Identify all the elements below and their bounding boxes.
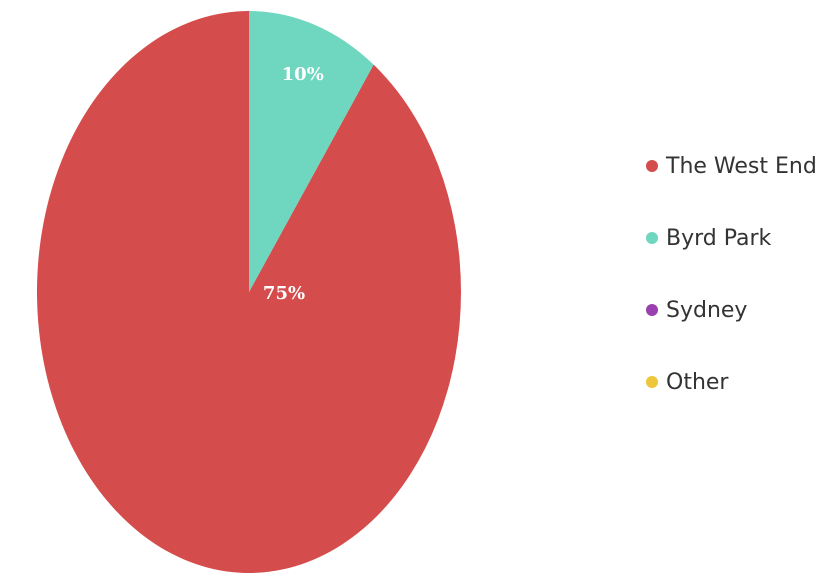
legend-swatch	[646, 160, 658, 172]
legend-label: Byrd Park	[666, 225, 772, 251]
legend-label: Sydney	[666, 297, 748, 323]
legend-swatch	[646, 304, 658, 316]
legend-label: Other	[666, 369, 729, 395]
legend-label: The West End	[666, 153, 817, 179]
legend-item-byrd-park: Byrd Park	[646, 220, 817, 256]
chart-legend: The West End Byrd Park Sydney Other	[646, 148, 817, 400]
legend-item-the-west-end: The West End	[646, 148, 817, 184]
pie-slice-byrd-park	[249, 11, 374, 292]
slice-value-label: 10%	[282, 64, 324, 85]
slice-value-label: 75%	[263, 283, 305, 304]
legend-item-sydney: Sydney	[646, 292, 817, 328]
legend-item-other: Other	[646, 364, 817, 400]
pie-chart-svg: 75% 10%	[36, 11, 461, 573]
legend-swatch	[646, 232, 658, 244]
legend-swatch	[646, 376, 658, 388]
